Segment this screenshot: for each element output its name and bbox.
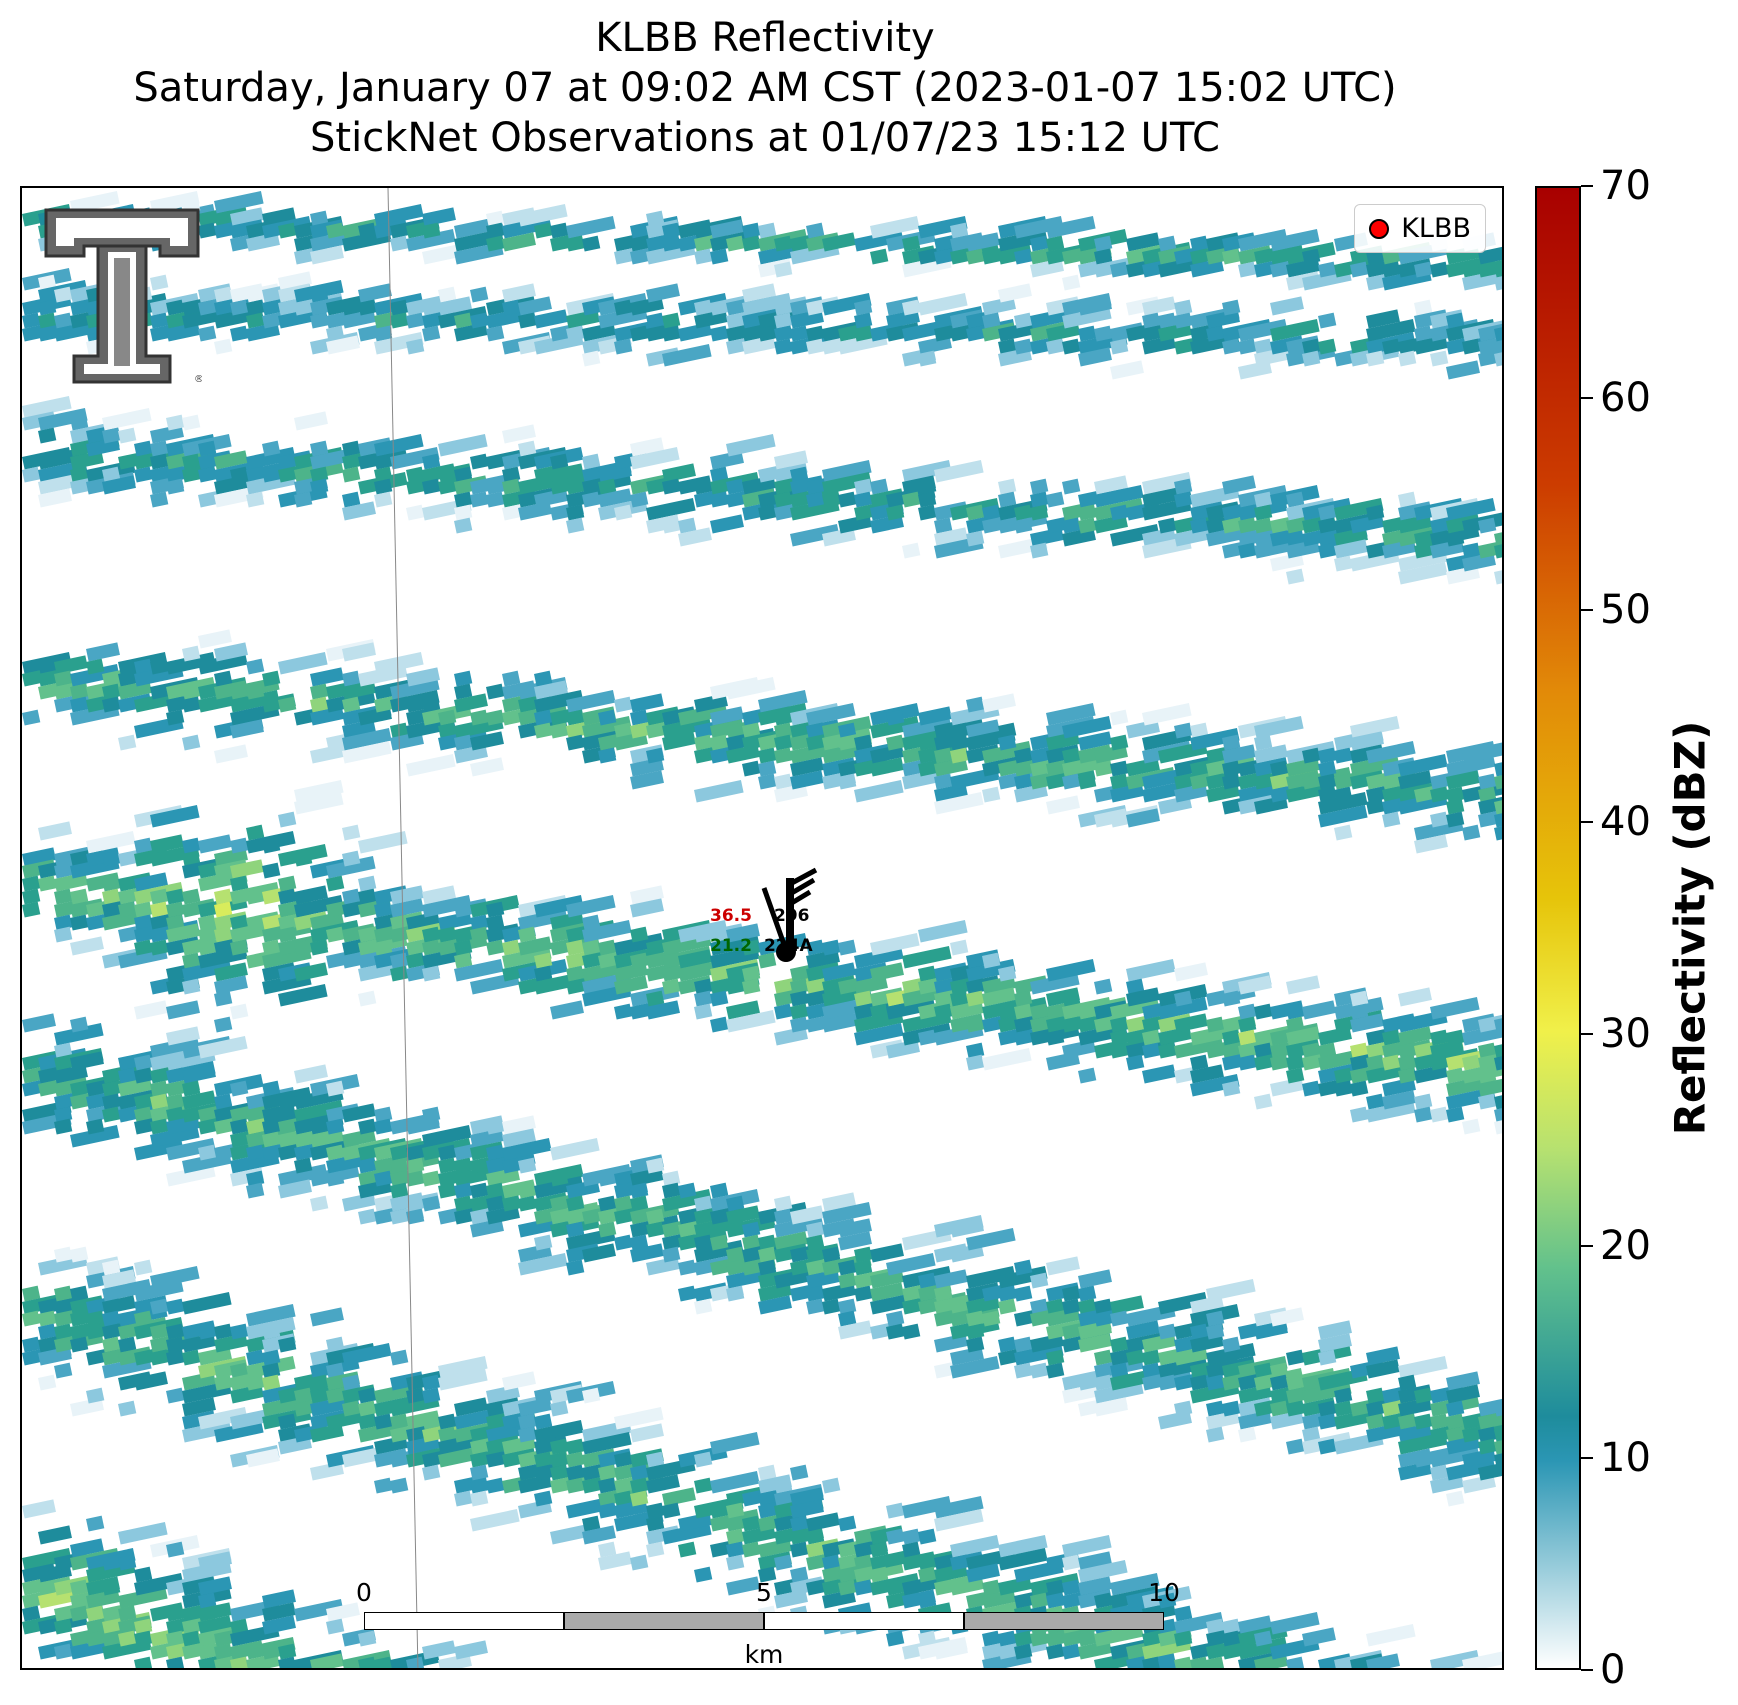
county-boundary <box>387 188 419 1668</box>
colorbar-tick-mark <box>1581 1457 1593 1459</box>
scale-unit: km <box>744 1640 784 1669</box>
scale-segment <box>564 1612 764 1630</box>
scale-bar: 0 5 10 km <box>356 1578 1180 1669</box>
colorbar-tick-mark <box>1581 185 1593 187</box>
chart-title: KLBB Reflectivity <box>595 15 935 61</box>
scale-segment <box>764 1612 964 1630</box>
colorbar-tick-label: 70 <box>1600 163 1651 209</box>
scale-tick-10: 10 <box>1148 1578 1180 1607</box>
legend-label: KLBB <box>1401 213 1471 244</box>
colorbar-tick-mark <box>1581 1669 1593 1671</box>
klbb-marker-icon <box>1369 218 1390 239</box>
colorbar-tick-mark <box>1581 821 1593 823</box>
colorbar <box>1535 186 1581 1670</box>
colorbar-tick-label: 60 <box>1600 375 1651 421</box>
colorbar-tick-mark <box>1581 1245 1593 1247</box>
station-id: 296 <box>774 906 810 926</box>
scale-segment <box>364 1612 564 1630</box>
colorbar-tick-label: 40 <box>1600 799 1651 845</box>
colorbar-tick-mark <box>1581 397 1593 399</box>
colorbar-tick-label: 20 <box>1600 1223 1651 1269</box>
chart-subtitle-time: Saturday, January 07 at 09:02 AM CST (20… <box>133 65 1397 111</box>
chart-subtitle-observations: StickNet Observations at 01/07/23 15:12 … <box>310 115 1220 161</box>
map-legend: KLBB <box>1354 204 1486 253</box>
colorbar-tick-mark <box>1581 1033 1593 1035</box>
colorbar-tick-label: 30 <box>1600 1011 1651 1057</box>
station-dewpoint: 21.2 <box>710 936 752 956</box>
scale-tick-5: 5 <box>756 1578 772 1607</box>
scale-tick-0: 0 <box>356 1578 372 1607</box>
svg-text:®: ® <box>194 374 202 385</box>
colorbar-tick-mark <box>1581 609 1593 611</box>
radar-map[interactable]: ® KLBB 36.5 296 21.2 224A 0 5 10 km <box>20 186 1504 1670</box>
station-direction: 224A <box>764 936 813 956</box>
wind-barb-icon <box>761 867 818 962</box>
colorbar-tick-label: 50 <box>1600 587 1651 633</box>
colorbar-label: Reflectivity (dBZ) <box>1665 720 1715 1136</box>
station-temperature: 36.5 <box>710 906 752 926</box>
texas-tech-logo-icon: ® <box>44 208 202 385</box>
scale-segment <box>964 1612 1164 1630</box>
colorbar-tick-label: 0 <box>1600 1647 1626 1693</box>
colorbar-tick-label: 10 <box>1600 1435 1651 1481</box>
